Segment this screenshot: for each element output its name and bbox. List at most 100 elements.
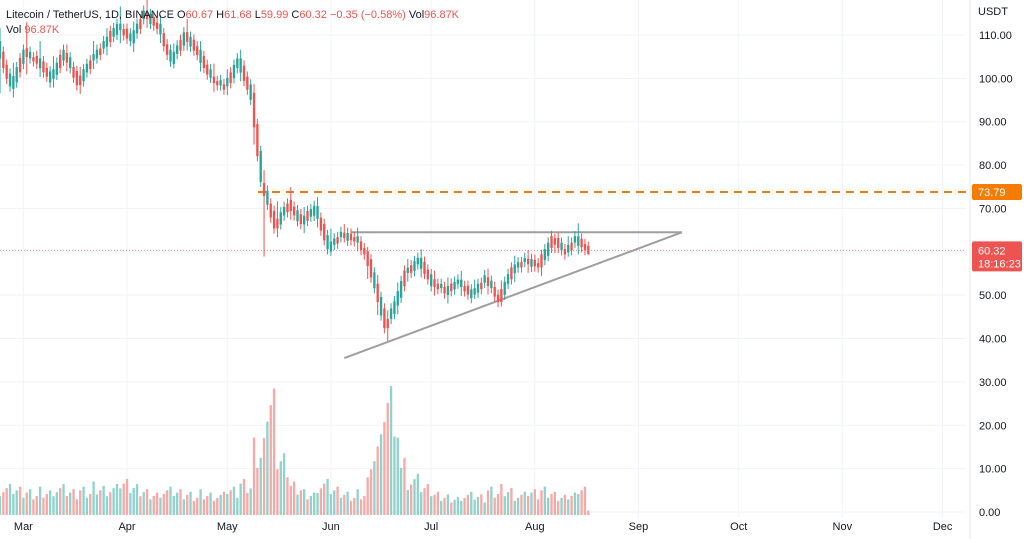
candle-body xyxy=(122,29,125,36)
volume-bar xyxy=(242,478,246,515)
candle-body xyxy=(430,274,433,287)
y-tick-label: 40.00 xyxy=(979,334,1007,346)
candle-body xyxy=(557,237,560,248)
volume-bar xyxy=(72,489,75,515)
chart-grid xyxy=(0,0,971,539)
volume-bar xyxy=(319,488,323,515)
volume-bar xyxy=(526,495,530,515)
volume-bar xyxy=(216,497,219,515)
candle-body xyxy=(226,77,229,87)
volume-bar xyxy=(239,483,242,515)
time-axis[interactable]: Mar Apr May Jun Jul Aug Sep Oct Nov Dec xyxy=(14,521,953,533)
volume-bar xyxy=(333,490,336,515)
candle-body xyxy=(239,58,242,73)
candle-body xyxy=(313,205,316,216)
candle-body xyxy=(202,55,206,68)
candle-body xyxy=(513,264,516,274)
volume-bar xyxy=(376,446,379,515)
volume-bar xyxy=(95,494,99,515)
x-tick-label: Oct xyxy=(730,521,747,533)
candle-body xyxy=(480,282,483,290)
volume-bar xyxy=(232,486,236,515)
volume-bar xyxy=(443,497,446,515)
volume-bar xyxy=(249,488,252,515)
low-value: 59.99 xyxy=(260,9,289,21)
volume-bar xyxy=(433,494,436,515)
volume-bar xyxy=(577,494,580,515)
candle-body xyxy=(333,238,336,245)
volume-bar xyxy=(192,500,196,515)
chart-overlays xyxy=(0,191,966,359)
volume-bar xyxy=(430,496,433,515)
x-tick-label: Mar xyxy=(14,521,33,533)
volume-bar xyxy=(533,489,536,515)
volume-bar xyxy=(560,497,563,515)
candle-body xyxy=(155,22,159,29)
candle-body xyxy=(58,54,62,68)
volume-bar xyxy=(406,489,409,515)
volume-bar xyxy=(75,499,79,515)
volume-bar xyxy=(547,497,550,515)
volume-bar xyxy=(453,499,456,515)
volume-bar xyxy=(396,437,399,515)
volume-bar xyxy=(553,491,557,515)
volume-bar xyxy=(32,499,35,515)
candle-body xyxy=(550,235,553,248)
volume-bar xyxy=(282,453,286,515)
volume-bar xyxy=(379,434,383,515)
candle-body xyxy=(132,30,135,44)
candle-body xyxy=(503,281,506,295)
volume-bar xyxy=(182,499,186,515)
x-tick-label: Jul xyxy=(424,521,438,533)
candle-body xyxy=(28,51,32,59)
volume-bar xyxy=(169,486,172,515)
candle-body xyxy=(219,80,222,86)
candle-body xyxy=(286,203,289,213)
y-tick-label: 0.00 xyxy=(979,507,1000,519)
candle-body xyxy=(363,248,366,255)
volume-value: 96.87K xyxy=(424,9,460,21)
candle-body xyxy=(506,274,510,284)
volume-bar xyxy=(202,499,206,515)
candle-body xyxy=(25,48,28,58)
open-label: O xyxy=(176,9,186,21)
change-value: −0.35 (−0.58%) xyxy=(329,9,406,21)
volume-bar xyxy=(48,490,52,515)
price-axis[interactable]: 0.0010.0020.0030.0040.0050.0060.0070.008… xyxy=(979,30,1013,519)
candle-body xyxy=(379,296,383,316)
candle-body xyxy=(426,269,430,280)
y-tick-label: 50.00 xyxy=(979,290,1007,302)
y-tick-label: 110.00 xyxy=(979,30,1012,42)
volume-bar xyxy=(543,486,547,515)
volume-bar xyxy=(256,467,259,515)
axis-unit: USDT xyxy=(978,6,1008,18)
candle-body xyxy=(466,285,470,295)
candle-body xyxy=(182,32,186,46)
volume-bar xyxy=(212,500,216,515)
candle-body xyxy=(473,288,476,295)
volume-bar xyxy=(296,494,299,515)
high-value: 61.68 xyxy=(224,9,252,21)
candle-body xyxy=(409,265,413,273)
volume-bar xyxy=(470,491,473,515)
volume-bar xyxy=(557,500,560,515)
candle-body xyxy=(553,238,557,245)
volume-bar xyxy=(105,496,109,515)
candle-body xyxy=(32,57,35,62)
candle-body xyxy=(262,183,266,196)
candle-body xyxy=(152,16,155,26)
candle-body xyxy=(229,72,232,84)
candle-body xyxy=(292,206,296,216)
volume-bar xyxy=(426,484,430,515)
y-tick-label: 90.00 xyxy=(979,117,1007,129)
volume-bar xyxy=(119,488,122,515)
symbol-title[interactable]: Litecoin / TetherUS, 1D, BINANCE xyxy=(6,9,174,21)
candle-body xyxy=(399,281,403,298)
candle-body xyxy=(119,23,122,31)
candle-body xyxy=(299,214,303,225)
volume-bar xyxy=(513,500,516,515)
volume-bar xyxy=(199,489,202,515)
candle-body xyxy=(403,270,406,287)
candle-body xyxy=(533,259,536,267)
